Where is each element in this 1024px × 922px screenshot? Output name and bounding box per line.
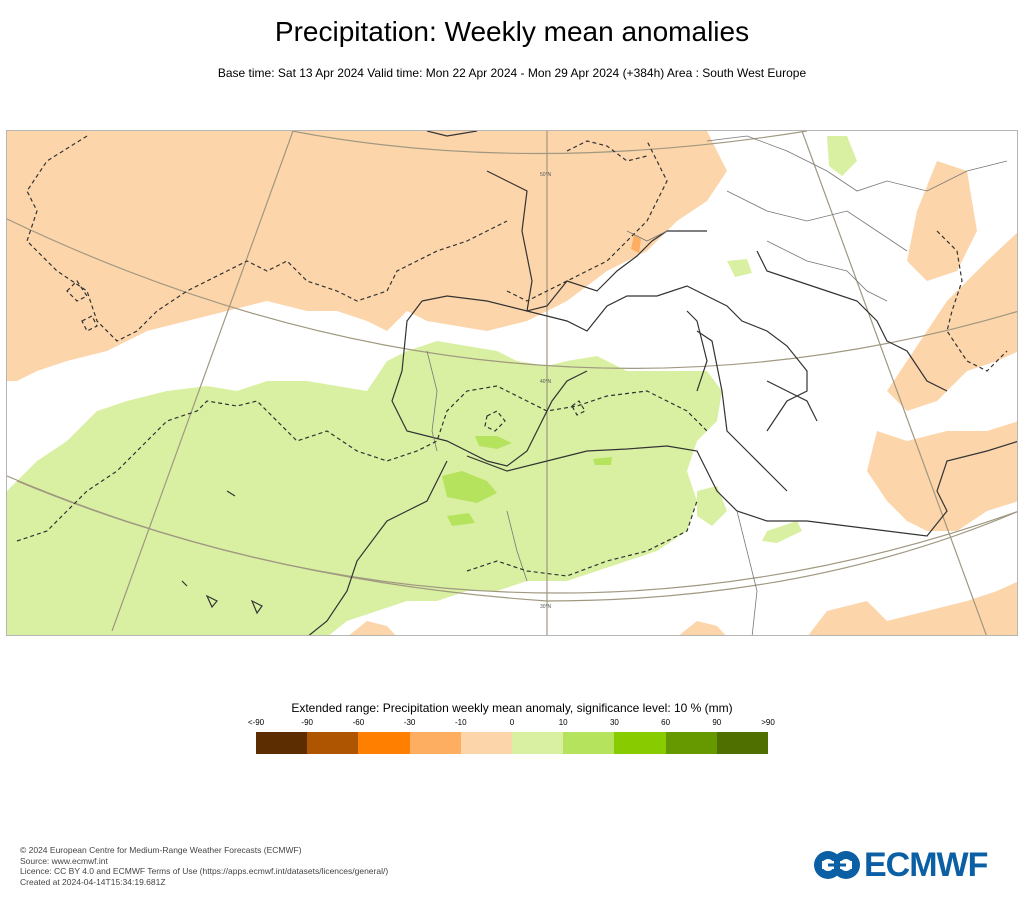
dry-anomaly-region-north [7, 131, 727, 381]
ecmwf-logo-text: ECMWF [864, 846, 988, 884]
dry-anomaly-medium-patch [631, 235, 641, 253]
created-text: Created at 2024-04-14T15:34:19.681Z [20, 876, 166, 887]
legend-tick: 10 [558, 718, 568, 727]
lat-label-40n: 40°N [540, 379, 552, 385]
source-text: Source: www.ecmwf.int [20, 855, 108, 866]
legend-swatch [614, 732, 666, 754]
legend-tick: 30 [609, 718, 619, 727]
lat-label-50n: 50°N [540, 172, 552, 178]
lat-label-30n: 30°N [540, 604, 552, 610]
wet-anomaly-region-central-europe [827, 136, 857, 176]
chart-subtitle: Base time: Sat 13 Apr 2024 Valid time: M… [217, 66, 807, 80]
legend-tick: 90 [712, 718, 722, 727]
legend-tick: -60 [352, 718, 365, 727]
precipitation-anomaly-map: 50°N 40°N 30°N [6, 130, 1018, 636]
ecmwf-logo: ECMWF [814, 846, 988, 884]
legend-swatch [307, 732, 359, 754]
legend-swatch [563, 732, 615, 754]
legend-swatch [256, 732, 308, 754]
legend-title: Extended range: Precipitation weekly mea… [291, 701, 733, 715]
legend-tick: >90 [761, 718, 775, 727]
legend-swatch [665, 732, 717, 754]
legend-tick: -30 [403, 718, 416, 727]
dry-anomaly-region-south [808, 581, 1017, 635]
country-borders [426, 135, 1008, 635]
legend-tick: <-90 [247, 718, 265, 727]
ecmwf-logo-icon [814, 851, 860, 879]
wet-anomaly-medium-patch-2 [447, 513, 475, 526]
dry-anomaly-region-sw-small [349, 621, 396, 635]
legend-swatch [460, 732, 513, 754]
wet-anomaly-region-libya [762, 521, 802, 543]
legend-swatch [409, 732, 461, 754]
licence-text: Licence: CC BY 4.0 and ECMWF Terms of Us… [20, 866, 389, 876]
copyright-text: © 2024 European Centre for Medium-Range … [20, 845, 302, 855]
dry-anomaly-region-greece-turkey [887, 232, 1017, 411]
legend-ticks: <-90 -90 -60 -30 -10 0 10 30 60 90 >90 [248, 718, 775, 730]
dry-anomaly-region-balkans [907, 161, 977, 281]
wet-anomaly-medium-patch-4 [593, 457, 612, 465]
legend-tick: -10 [455, 718, 467, 727]
chart-title: Precipitation: Weekly mean anomalies [274, 16, 750, 47]
legend-tick: -90 [301, 718, 313, 727]
graticule [7, 131, 1017, 635]
wet-anomaly-medium-patch-3 [475, 436, 512, 449]
wet-anomaly-region-italy [727, 259, 752, 277]
map-canvas: 50°N 40°N 30°N [7, 131, 1017, 635]
significance-contours [16, 135, 1008, 577]
legend-swatch [358, 732, 410, 754]
legend-color-bar [256, 732, 769, 754]
legend-swatch [512, 732, 564, 754]
wet-anomaly-region-southwest [7, 341, 722, 635]
legend-swatch [716, 732, 769, 754]
legend-tick: 60 [661, 718, 671, 727]
legend-tick: 0 [509, 718, 515, 727]
wet-anomaly-region-tunisia [697, 486, 727, 526]
wet-anomaly-medium-patch-1 [442, 471, 497, 503]
footer-credits: © 2024 European Centre for Medium-Range … [20, 845, 388, 887]
dry-anomaly-region-south-small [679, 621, 726, 635]
